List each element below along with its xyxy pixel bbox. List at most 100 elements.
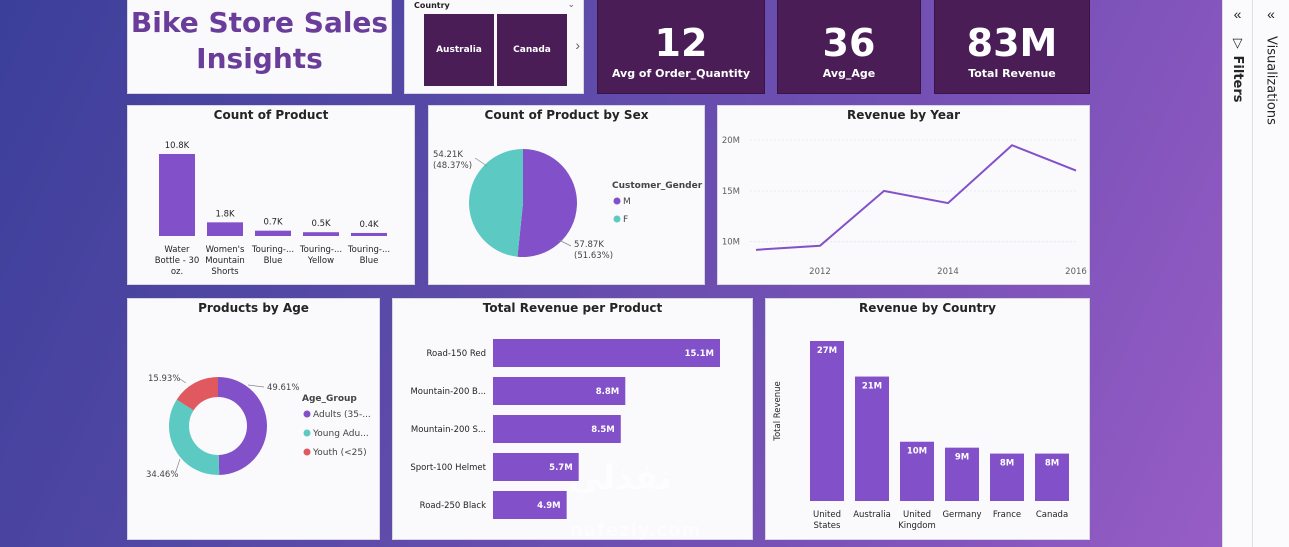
y-tick-label: 15M — [722, 187, 740, 197]
data-label: 27M — [817, 346, 837, 356]
donut-slice — [176, 377, 218, 411]
category-label: Touring-... — [299, 245, 342, 255]
chevron-right-icon[interactable]: › — [575, 37, 580, 53]
chart-svg: 57.87K(51.63%) 54.21K(48.37%) Customer_Gen… — [433, 149, 703, 261]
legend-label: Youth (<25) — [312, 448, 367, 458]
bar — [255, 230, 291, 236]
bar — [855, 376, 889, 501]
legend-label: Adults (35-... — [313, 410, 371, 420]
count-by-sex-chart[interactable]: Count of Product by Sex 57.87K (51.63%) 54… — [428, 105, 705, 285]
data-label: 10M — [907, 447, 927, 457]
data-label: 54.21K — [433, 150, 463, 160]
expand-filters-icon[interactable]: « — [1233, 6, 1242, 22]
category-label: States — [814, 521, 841, 531]
revenue-per-product-chart[interactable]: Total Revenue per Product 15.1M Road-150 … — [392, 298, 753, 540]
bar — [493, 453, 579, 481]
bar — [900, 441, 934, 501]
watermark-logo: نفذلي — [568, 458, 673, 498]
donut-slice — [169, 399, 220, 475]
category-label: Sport-100 Helmet — [410, 463, 486, 473]
category-label: oz. — [171, 267, 183, 277]
leader-line — [175, 458, 181, 472]
bar — [1035, 453, 1069, 501]
chart-title: Total Revenue per Product — [482, 301, 663, 315]
chart-svg: Total Revenue27MUnitedStates21MAustralia… — [773, 341, 1069, 531]
category-label: Touring-... — [251, 245, 294, 255]
data-label: 15.1M — [685, 349, 714, 359]
revenue-by-year-chart[interactable]: Revenue by Year 10M 15M 20M 2012 2014 2016 — [717, 105, 1090, 285]
slicer-option-australia[interactable]: Australia — [424, 14, 494, 86]
y-axis-title: Total Revenue — [773, 381, 783, 442]
leader-line — [558, 239, 572, 247]
data-label: 8.8M — [596, 387, 620, 397]
x-tick-label: 2012 — [809, 267, 831, 277]
category-label: Germany — [942, 510, 981, 520]
category-label: Road-250 Black — [420, 501, 486, 511]
category-label: Blue — [360, 256, 379, 266]
filters-pane[interactable]: « ▽ Filters — [1222, 0, 1252, 547]
legend-label: Young Adu... — [312, 429, 369, 439]
chart-svg: 15.1M Road-150 Red 8.8M Mountain-200 B... 8.… — [410, 339, 720, 519]
revenue-by-country-chart[interactable]: Revenue by Country Total Revenue 27M Unite… — [765, 298, 1090, 540]
legend-marker — [303, 410, 311, 418]
category-label: Mountain-200 B... — [410, 387, 486, 397]
kpi-card-order-quantity[interactable]: 12 Avg of Order_Quantity — [597, 0, 765, 94]
data-label: 0.7K — [263, 218, 283, 228]
series-line — [755, 144, 1077, 251]
chart-title: Products by Age — [198, 301, 309, 315]
data-label: 15.93% — [148, 374, 180, 384]
category-label: Touring-... — [347, 245, 390, 255]
legend-marker — [613, 197, 621, 205]
kpi-value: 12 — [654, 21, 708, 65]
data-label: 21M — [862, 382, 882, 392]
slicer-label: Country — [414, 1, 450, 10]
legend-marker — [303, 448, 311, 456]
data-label: 0.4K — [359, 220, 379, 230]
expand-visualizations-icon[interactable]: « — [1267, 6, 1275, 22]
data-label: 8.5M — [591, 425, 615, 435]
kpi-card-avg-age[interactable]: 36 Avg_Age — [777, 0, 921, 94]
filter-icon: ▽ — [1230, 36, 1245, 56]
legend-marker — [613, 215, 621, 223]
leader-line — [474, 157, 488, 167]
bar — [351, 232, 387, 236]
bar — [810, 341, 844, 501]
country-slicer[interactable]: Country ⌄ Australia Canada › — [404, 0, 584, 94]
chart-title: Count of Product by Sex — [484, 108, 649, 122]
slicer-option-canada[interactable]: Canada — [497, 14, 567, 86]
chart-title: Count of Product — [213, 108, 329, 122]
bar — [493, 491, 567, 519]
category-label: Bottle - 30 — [155, 256, 200, 266]
visualizations-pane[interactable]: « Visualizations — [1252, 0, 1289, 547]
products-by-age-chart[interactable]: Products by Age 49.61% 34.46% 15.93% Age_Gr… — [127, 298, 380, 540]
category-label: Yellow — [307, 256, 334, 266]
count-of-product-chart[interactable]: Count of Product 10.8K Water Bottle - 30 oz… — [127, 105, 415, 285]
category-label: Shorts — [211, 267, 239, 277]
data-label: 8M — [1000, 459, 1014, 469]
data-label: 49.61% — [267, 383, 299, 393]
bar — [493, 377, 626, 405]
bar — [159, 154, 195, 236]
visualizations-label[interactable]: Visualizations — [1263, 36, 1279, 125]
kpi-value: 36 — [822, 21, 876, 65]
leader-line — [247, 384, 265, 388]
kpi-card-total-revenue[interactable]: 83M Total Revenue — [934, 0, 1090, 94]
data-label: 8M — [1045, 459, 1059, 469]
chart-svg: 10M 15M 20M 2012 2014 2016 — [722, 136, 1087, 277]
bar — [303, 232, 339, 236]
category-label: United — [903, 510, 931, 520]
category-label: Water — [164, 245, 190, 255]
legend-title: Age_Group — [302, 394, 357, 404]
filters-text: Filters — [1230, 55, 1245, 103]
data-label: 34.46% — [146, 470, 178, 480]
chart-title: Revenue by Year — [846, 108, 961, 122]
data-label: 0.5K — [311, 219, 331, 229]
bar — [493, 415, 621, 443]
data-label: 9M — [955, 453, 969, 463]
chevron-down-icon[interactable]: ⌄ — [567, 0, 575, 9]
filters-label[interactable]: ▽ Filters — [1230, 36, 1245, 103]
bar — [493, 339, 720, 367]
legend-label: F — [623, 215, 628, 225]
y-tick-label: 10M — [722, 238, 740, 248]
